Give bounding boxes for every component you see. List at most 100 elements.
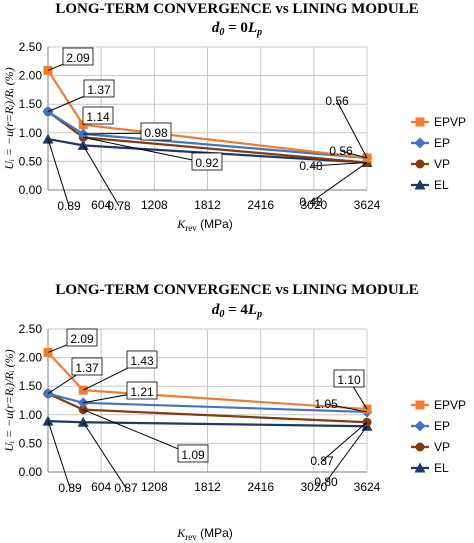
legend-label-el: EL: [434, 178, 449, 192]
annotation-box: [177, 444, 209, 463]
legend-marker-ep: [414, 420, 426, 432]
annotation-leader: [310, 162, 368, 203]
chart-subtitle: d0 = 4Lp: [212, 302, 262, 320]
data-label: 2.09: [70, 332, 94, 346]
data-label: 0.78: [107, 199, 131, 213]
annotation-leader: [336, 100, 368, 159]
data-point-el: [42, 133, 54, 144]
y-tick-label: 2.50: [19, 40, 43, 54]
data-label: 0.92: [195, 156, 219, 170]
annotation-box: [126, 381, 158, 400]
data-label: 1.21: [130, 385, 154, 399]
annotation-box: [62, 47, 94, 66]
data-label: 1.09: [181, 448, 205, 462]
chart-subtitle: d0 = 0Lp: [212, 20, 262, 38]
data-label: 0.87: [114, 481, 138, 495]
chart-panel-2: LONG-TERM CONVERGENCE vs LINING MODULE d0…: [2, 282, 466, 542]
annotation-box: [126, 350, 158, 369]
y-tick-label: 2.00: [19, 69, 43, 83]
x-tick-label: 1812: [194, 480, 221, 494]
data-label: 0.56: [325, 94, 349, 108]
y-axis-label: Uᵢ = −u(r=Rᵢ)/Rᵢ (%): [2, 349, 16, 451]
annotation-leader: [321, 421, 368, 462]
x-tick-label: 604: [91, 480, 111, 494]
annotation-leader: [325, 425, 368, 483]
legend-label-ep: EP: [434, 419, 450, 433]
data-label: 0.87: [310, 454, 334, 468]
annotation-leader: [47, 138, 70, 207]
data-label: 0.89: [58, 481, 82, 495]
data-label: 0.48: [299, 195, 323, 209]
legend-marker-ep: [414, 137, 426, 149]
legend-marker-epvp: [415, 400, 425, 410]
legend-label-vp: VP: [434, 157, 450, 171]
chart-title: LONG-TERM CONVERGENCE vs LINING MODULE: [55, 1, 418, 17]
y-tick-label: 2.50: [19, 322, 43, 336]
y-tick-label: 0.00: [19, 183, 43, 197]
x-tick-label: 604: [91, 198, 111, 212]
legend-marker-el: [414, 179, 426, 190]
legend-label-el: EL: [434, 461, 449, 475]
y-tick-label: 0.50: [19, 154, 43, 168]
y-tick-label: 2.00: [19, 351, 43, 365]
y-tick-label: 1.00: [19, 126, 43, 140]
annotation-leader: [340, 150, 368, 159]
legend-marker-epvp: [415, 117, 425, 127]
annotation-leader: [82, 421, 127, 489]
annotation-box: [191, 152, 223, 171]
y-axis-label: Uᵢ = −u(r=Rᵢ)/Rᵢ (%): [2, 67, 16, 169]
annotation-leader: [82, 145, 120, 207]
x-tick-label: 1208: [141, 480, 168, 494]
y-tick-label: 0.00: [19, 465, 43, 479]
annotation-box: [333, 369, 365, 388]
data-label: 1.37: [75, 361, 99, 375]
annotation-leader: [83, 136, 208, 164]
x-axis-label: Krev (MPa): [176, 526, 233, 542]
x-tick-label: 2416: [247, 480, 274, 494]
legend-label-vp: VP: [434, 440, 450, 454]
x-tick-label: 3020: [300, 480, 327, 494]
legend-label-epvp: EPVP: [434, 398, 466, 412]
annotation-box: [82, 106, 114, 125]
x-tick-label: 1812: [194, 198, 221, 212]
legend-marker-vp: [415, 159, 425, 169]
annotation-box: [140, 122, 172, 141]
x-tick-label: 3624: [354, 198, 381, 212]
chart-title: LONG-TERM CONVERGENCE vs LINING MODULE: [55, 282, 418, 298]
data-label: 1.05: [314, 397, 338, 411]
x-tick-label: 3624: [354, 480, 381, 494]
y-tick-label: 1.50: [19, 379, 43, 393]
x-tick-label: 1208: [141, 198, 168, 212]
annotation-box: [66, 328, 98, 347]
legend-label-epvp: EPVP: [434, 115, 466, 129]
data-point-el: [77, 139, 89, 150]
data-label: 1.14: [86, 110, 110, 124]
data-label: 0.98: [144, 126, 168, 140]
data-label: 1.10: [337, 373, 361, 387]
data-point-el: [42, 415, 54, 426]
annotation-leader: [83, 409, 194, 456]
legend-marker-el: [414, 462, 426, 473]
data-label: 1.37: [87, 83, 111, 97]
data-label: 2.09: [66, 51, 90, 65]
y-tick-label: 1.50: [19, 97, 43, 111]
annotation-leader: [310, 162, 368, 167]
data-label: 0.56: [329, 144, 353, 158]
data-label: 0.80: [314, 475, 338, 489]
y-tick-label: 1.00: [19, 408, 43, 422]
data-point-el: [77, 416, 89, 427]
annotation-leader: [47, 420, 71, 489]
legend-label-ep: EP: [434, 136, 450, 150]
annotation-box: [83, 79, 115, 98]
annotation-leader: [325, 403, 368, 413]
x-axis-label: Krev (MPa): [176, 217, 233, 233]
data-label: 0.48: [299, 159, 323, 173]
x-tick-label: 2416: [247, 198, 274, 212]
chart-panel-1: LONG-TERM CONVERGENCE vs LINING MODULE d0…: [2, 1, 466, 233]
x-tick-label: 3020: [300, 198, 327, 212]
data-label: 0.89: [57, 199, 81, 213]
y-tick-label: 0.50: [19, 436, 43, 450]
legend-marker-vp: [415, 442, 425, 452]
data-label: 1.43: [130, 354, 154, 368]
